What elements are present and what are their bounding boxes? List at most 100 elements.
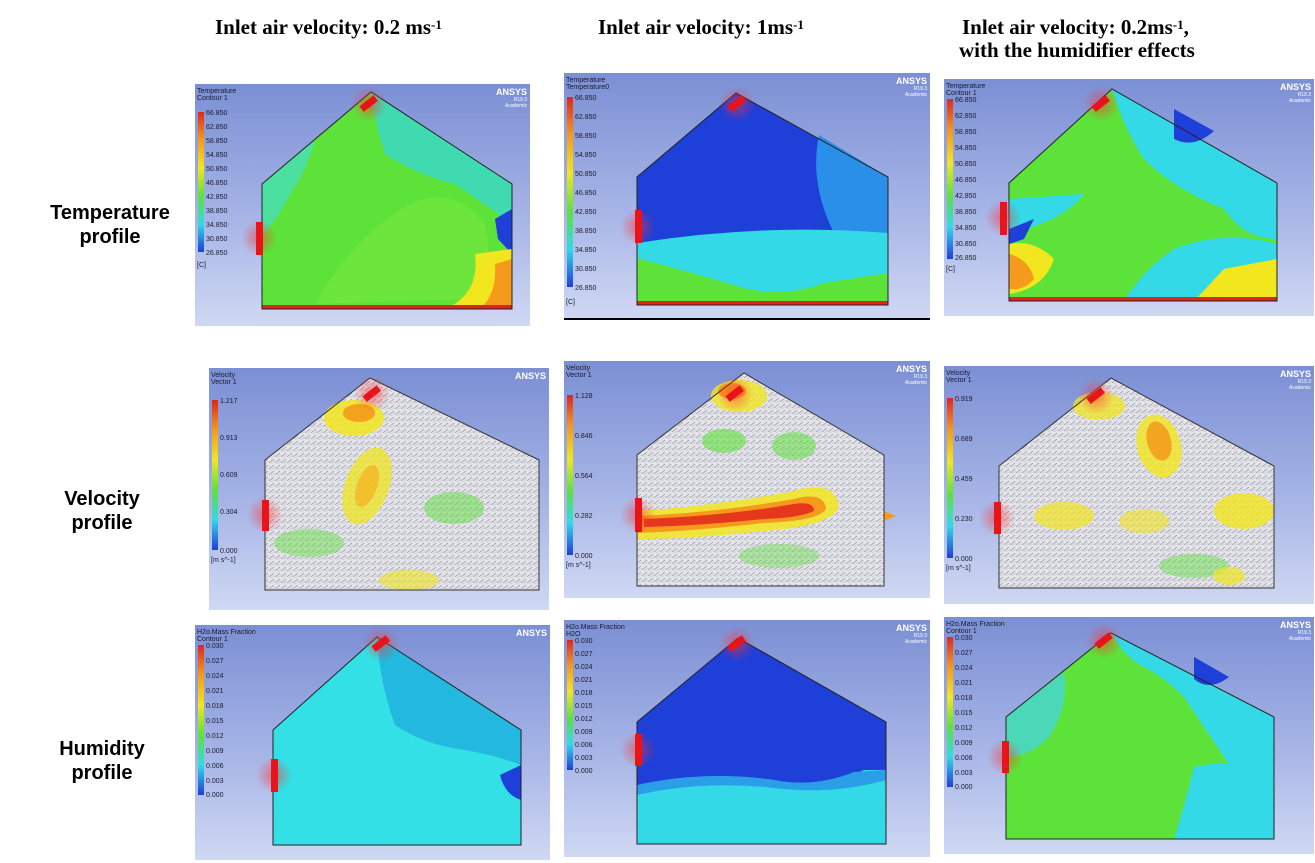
velocity-colorbar [567, 395, 573, 555]
humidity-profile-1ms: H2o.Mass Fraction H2O 0.030 0.027 0.024 0… [564, 620, 930, 857]
column-title-3-line2: with the humidifier effects [959, 38, 1195, 62]
temperature-field-1ms [636, 92, 889, 306]
humidity-tick: 0.009 [206, 748, 224, 755]
humidity-field-0-2ms [272, 636, 522, 846]
humidity-colorbar [947, 637, 953, 787]
humidity-tick: 0.003 [575, 755, 593, 762]
humidity-tick: 0.000 [955, 784, 973, 791]
velocity-tick: 0.846 [575, 433, 593, 440]
velocity-colorbar [947, 398, 953, 558]
column-title-3-text: Inlet air velocity: 0.2ms [962, 15, 1173, 39]
humidity-tick: 0.018 [955, 695, 973, 702]
row-label-humidity-line1: Humidity [59, 738, 145, 760]
velocity-tick: 0.913 [220, 435, 238, 442]
velocity-profile-1ms: Velocity Vector 1 1.128 0.846 0.564 0.282… [564, 361, 930, 598]
velocity-tick: 0.282 [575, 513, 593, 520]
column-title-1-sup: -1 [431, 17, 442, 32]
velocity-tick: 0.230 [955, 516, 973, 523]
column-title-2-text: Inlet air velocity: 1ms [598, 15, 793, 39]
row-label-temperature-line1: Temperature [50, 202, 170, 224]
velocity-legend-title: Velocity Vector 1 [211, 372, 237, 386]
humidity-tick: 0.021 [206, 688, 224, 695]
humidity-tick: 0.012 [955, 725, 973, 732]
velocity-tick: 0.609 [220, 472, 238, 479]
velocity-tick: 1.217 [220, 398, 238, 405]
row-label-velocity-line2: profile [71, 512, 133, 534]
ansys-logo: ANSYS R19.3 Academic [895, 76, 927, 99]
velocity-field-1ms [636, 372, 896, 587]
temperature-colorbar [198, 112, 204, 252]
humidity-colorbar [567, 640, 573, 770]
humidity-field-1ms [636, 637, 887, 845]
ansys-logo: ANSYS R19.3 Academic [895, 623, 927, 646]
row-label-temperature: Temperature profile [35, 201, 185, 249]
temperature-unit: [C] [197, 262, 206, 269]
humidity-tick: 0.003 [955, 770, 973, 777]
ansys-logo: ANSYS R19.3 Academic [895, 364, 927, 387]
row-label-velocity: Velocity profile [27, 487, 177, 535]
row-label-humidity-line2: profile [71, 762, 133, 784]
humidity-tick: 0.027 [575, 651, 593, 658]
humidity-tick: 0.027 [955, 650, 973, 657]
humidity-field-humidifier [1005, 632, 1275, 840]
humidity-tick: 0.000 [206, 792, 224, 799]
panel-divider [564, 318, 930, 320]
velocity-tick: 0.459 [955, 476, 973, 483]
humidity-tick: 0.024 [955, 665, 973, 672]
humidity-tick: 0.015 [575, 703, 593, 710]
velocity-tick: 0.304 [220, 509, 238, 516]
temperature-colorbar [947, 99, 953, 259]
velocity-tick: 0.000 [220, 548, 238, 555]
humidity-profile-0-2ms: H2o.Mass Fraction Contour 1 0.030 0.027 0… [195, 625, 550, 860]
humidity-tick: 0.021 [955, 680, 973, 687]
ansys-logo: ANSYS R19.3 Academic [495, 87, 527, 110]
velocity-tick: 0.000 [575, 553, 593, 560]
temperature-profile-humidifier: Temperature Contour 1 66.850 62.850 58.85… [944, 79, 1314, 316]
velocity-legend-title: Velocity Vector 1 [566, 365, 592, 379]
humidity-tick: 0.006 [206, 763, 224, 770]
column-title-1-text: Inlet air velocity: 0.2 ms [215, 15, 431, 39]
column-title-2-sup: -1 [793, 17, 804, 32]
humidity-legend-title: H2o.Mass Fraction Contour 1 [946, 621, 1005, 635]
velocity-profile-0-2ms: Velocity Vector 1 1.217 0.913 0.609 0.304… [209, 368, 549, 610]
ansys-logo: ANSYS R19.3 Academic [1279, 369, 1311, 392]
temperature-field-humidifier [1008, 88, 1278, 302]
velocity-tick: 0.689 [955, 436, 973, 443]
humidity-profile-humidifier: H2o.Mass Fraction Contour 1 0.030 0.027 0… [944, 617, 1314, 854]
velocity-tick: 0.564 [575, 473, 593, 480]
humidity-tick: 0.015 [206, 718, 224, 725]
velocity-tick: 1.128 [575, 393, 593, 400]
temperature-unit: [C] [566, 299, 575, 306]
ansys-logo: ANSYS R19.3 Academic [1279, 82, 1311, 105]
column-title-1: Inlet air velocity: 0.2 ms-1 [215, 16, 442, 39]
humidity-tick: 0.009 [575, 729, 593, 736]
velocity-tick: 0.919 [955, 396, 973, 403]
humidity-legend-title: H2o.Mass Fraction H2O [566, 624, 625, 638]
humidity-tick: 0.012 [575, 716, 593, 723]
humidity-tick: 0.018 [206, 703, 224, 710]
row-label-velocity-line1: Velocity [64, 488, 140, 510]
velocity-unit: [m s^-1] [211, 557, 236, 564]
humidity-tick: 0.000 [575, 768, 593, 775]
humidity-tick: 0.003 [206, 778, 224, 785]
column-title-3: Inlet air velocity: 0.2ms-1, with the hu… [959, 15, 1292, 62]
velocity-legend-title: Velocity Vector 1 [946, 370, 972, 384]
humidity-tick: 0.024 [575, 664, 593, 671]
column-title-3-sup: -1 [1172, 17, 1184, 32]
temperature-legend-title: Temperature Temperature0 [566, 77, 610, 91]
humidity-tick: 0.021 [575, 677, 593, 684]
humidity-tick: 0.015 [955, 710, 973, 717]
column-title-3-comma: , [1183, 15, 1189, 39]
humidity-tick: 0.009 [955, 740, 973, 747]
humidity-colorbar [198, 645, 204, 795]
humidity-tick: 0.030 [955, 635, 973, 642]
temperature-profile-1ms: Temperature Temperature0 66.850 62.850 58… [564, 73, 930, 320]
row-label-temperature-line2: profile [79, 226, 141, 248]
humidity-tick: 0.018 [575, 690, 593, 697]
velocity-field-0-2ms [264, 377, 540, 591]
ansys-logo: ANSYS [515, 628, 547, 638]
temperature-field-0-2ms [261, 91, 513, 310]
velocity-profile-humidifier: Velocity Vector 1 0.919 0.689 0.459 0.230… [944, 366, 1314, 604]
velocity-unit: [m s^-1] [566, 562, 591, 569]
temperature-profile-0-2ms: Temperature Contour 1 66.850 62.850 58.85… [195, 84, 530, 326]
